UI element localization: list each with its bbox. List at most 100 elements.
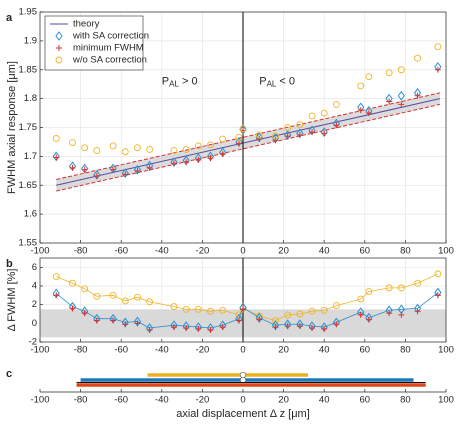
plus-marker [414,308,421,315]
x-tick-label: 60 [360,395,371,406]
circle-marker [357,82,365,90]
circle-marker [308,112,316,120]
x-tick-label: 40 [319,395,330,406]
plus-marker [434,66,441,73]
circle-marker [332,100,340,108]
x-tick-label: -100 [30,246,49,257]
plus-marker [357,311,364,318]
circle-marker [93,147,101,155]
y-tick-label: 0 [32,318,37,329]
circle-marker [308,307,316,315]
annotation: PAL < 0 [259,75,295,88]
plus-marker [69,164,76,171]
x-tick-label: -80 [74,345,88,356]
circle-marker [296,121,304,129]
plus-marker [414,92,421,99]
plus-marker [134,167,141,174]
theory-bound [56,103,441,192]
x-tick-label: -60 [114,395,128,406]
circle-marker [170,147,178,155]
plus-marker [333,122,340,129]
x-tick-label: 0 [240,395,245,406]
circle-marker [397,284,405,292]
circle-marker [69,279,76,287]
circle-marker [365,73,373,81]
plus-marker [195,325,202,332]
x-tick-label: 0 [240,246,245,257]
annotation-sub: AL [169,79,179,88]
plus-marker [207,155,214,162]
plus-marker [256,316,263,323]
plus-marker [357,107,364,114]
circle-marker [434,43,442,51]
plus-marker [398,311,405,318]
circle-marker [365,288,373,296]
x-tick-label: 40 [319,345,330,356]
range-bar [76,382,426,383]
legend-label: with SA correction [72,31,149,42]
circle-marker [182,145,190,153]
circle-marker [414,279,422,287]
x-tick-label: -80 [74,395,88,406]
range-bar [76,383,426,387]
plus-marker [146,326,153,333]
range-bar [80,378,414,382]
circle-marker [207,307,214,315]
panel-letter: c [6,368,12,380]
x-tick-label: 100 [438,345,454,356]
plus-marker [434,292,441,299]
annotation-sub: AL [267,79,277,88]
circle-marker [182,305,190,313]
x-tick-label: -60 [114,345,128,356]
legend-swatch [55,31,63,41]
x-tick-label: -40 [155,345,169,356]
plot-frame [39,257,447,343]
plus-marker [272,324,279,331]
x-axis-label: axial displacement Δ z [μm] [176,408,310,420]
plus-marker [235,317,242,324]
y-tick-label: 2 [32,299,37,310]
plus-marker [365,316,372,323]
legend-box [44,15,144,71]
series-line [56,273,439,321]
plus-marker [284,323,291,330]
circle-marker [170,303,178,310]
x-tick-label: -100 [30,345,49,356]
plus-marker [365,110,372,117]
plus-marker [272,137,279,144]
x-tick-label: 40 [319,246,330,257]
circle-marker [272,317,279,324]
circle-marker [284,311,292,319]
y-tick-label: 1.6 [24,209,37,220]
plus-marker [256,136,263,143]
circle-marker [93,292,101,300]
legend-swatch [55,56,63,64]
y-axis-label: Δ FWHM [%] [6,269,18,332]
circle-marker [320,306,328,314]
range-bar [147,373,308,377]
circle-marker [121,297,129,305]
x-tick-label: -100 [30,395,49,406]
circle-marker [385,284,393,292]
plus-marker [195,156,202,163]
circle-marker [272,132,279,140]
y-tick-label: -2 [29,337,37,348]
series-line [55,292,439,329]
circle-marker [133,144,141,152]
circle-marker [239,125,247,133]
plus-marker [296,323,303,330]
y-tick-label: 1.75 [19,122,38,133]
x-tick-label: 20 [278,345,289,356]
diamond-marker [397,90,405,101]
circle-marker [146,298,154,306]
y-tick-label: 1.9 [24,35,37,46]
annotation-rest: < 0 [276,75,295,87]
circle-marker [320,109,328,117]
plus-marker [219,324,226,331]
plus-marker [240,127,246,134]
plus-marker [81,166,88,173]
y-tick-label: 1.7 [24,151,37,162]
legend-label: minimum FWHM [73,43,144,54]
